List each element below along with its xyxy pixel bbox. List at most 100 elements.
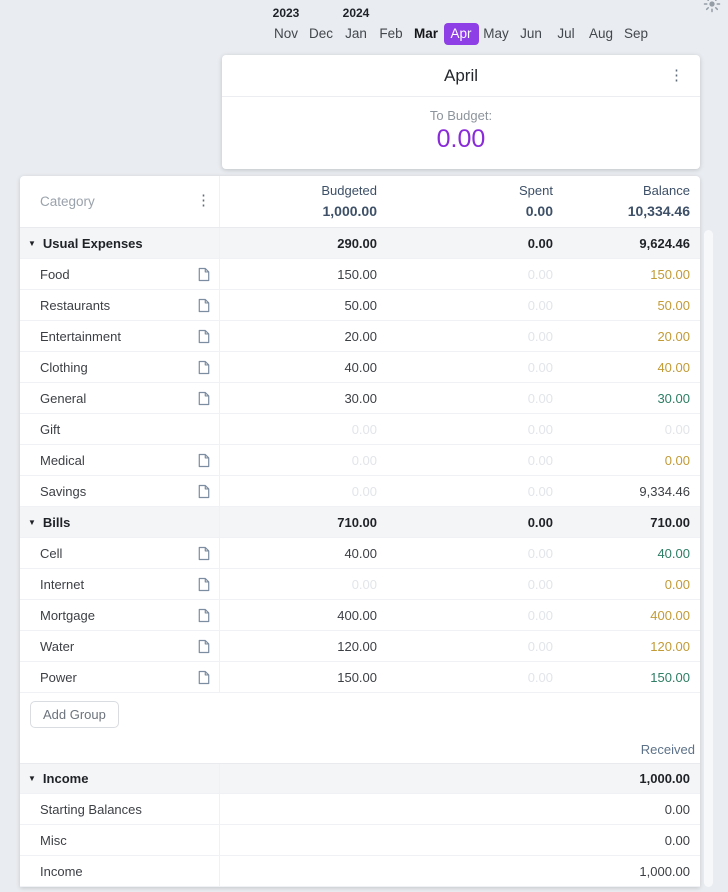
category-name-cell[interactable]: Mortgage [20,600,220,630]
spent-cell[interactable]: 0.00 [527,421,553,437]
add-group-button[interactable]: Add Group [30,700,119,728]
spent-column-header[interactable]: Spent 0.00 [519,182,553,219]
category-row-starting-balances[interactable]: Starting Balances 0.00 [20,794,700,825]
category-name-cell[interactable]: Food [20,259,220,289]
category-name-cell[interactable]: Internet [20,569,220,599]
spent-cell[interactable]: 0.00 [527,297,553,313]
category-name-cell[interactable]: Income [20,856,220,886]
category-name-cell[interactable]: Medical [20,445,220,475]
note-icon[interactable] [198,608,210,626]
note-icon[interactable] [198,639,210,657]
budgeted-cell[interactable]: 120.00 [337,638,377,654]
balance-cell[interactable]: 40.00 [657,359,690,375]
group-spent-cell[interactable]: 0.00 [527,514,553,530]
budgeted-cell[interactable]: 40.00 [344,545,377,561]
note-icon[interactable] [198,329,210,347]
budgeted-cell[interactable]: 50.00 [344,297,377,313]
month-tab-aug[interactable]: Aug [588,26,614,41]
balance-cell[interactable]: 120.00 [650,638,690,654]
category-name-cell[interactable]: Entertainment [20,321,220,351]
spent-cell[interactable]: 0.00 [527,390,553,406]
category-row-savings[interactable]: Savings 0.00 0.00 9,334.46 [20,476,700,507]
note-icon[interactable] [198,484,210,502]
balance-cell[interactable]: 40.00 [657,545,690,561]
budgeted-cell[interactable]: 20.00 [344,328,377,344]
category-row-cell[interactable]: Cell 40.00 0.00 40.00 [20,538,700,569]
note-icon[interactable] [198,298,210,316]
spent-cell[interactable]: 0.00 [527,669,553,685]
balance-cell[interactable]: 150.00 [650,669,690,685]
category-name-cell[interactable]: Starting Balances [20,794,220,824]
category-name-cell[interactable]: Clothing [20,352,220,382]
received-cell[interactable]: 1,000.00 [639,863,690,879]
category-name-cell[interactable]: Water [20,631,220,661]
category-row-clothing[interactable]: Clothing 40.00 0.00 40.00 [20,352,700,383]
balance-cell[interactable]: 20.00 [657,328,690,344]
month-tab-sep[interactable]: Sep [623,26,649,41]
category-row-power[interactable]: Power 150.00 0.00 150.00 [20,662,700,693]
category-name-cell[interactable]: Restaurants [20,290,220,320]
collapse-triangle-down-icon[interactable]: ▼ [28,238,36,248]
category-row-misc[interactable]: Misc 0.00 [20,825,700,856]
category-name-cell[interactable]: Savings [20,476,220,506]
note-icon[interactable] [198,391,210,409]
budgeted-cell[interactable]: 30.00 [344,390,377,406]
category-name-cell[interactable]: Power [20,662,220,692]
category-name-cell[interactable]: General [20,383,220,413]
to-budget-value[interactable]: 0.00 [436,125,486,153]
theme-toggle-button[interactable] [703,0,721,18]
note-icon[interactable] [198,546,210,564]
spent-cell[interactable]: 0.00 [527,638,553,654]
budgeted-cell[interactable]: 0.00 [351,452,377,468]
collapse-triangle-down-icon[interactable]: ▼ [28,774,36,783]
budgeted-cell[interactable]: 0.00 [351,576,377,592]
spent-cell[interactable]: 0.00 [527,483,553,499]
balance-cell[interactable]: 9,334.46 [639,483,690,499]
category-row-gift[interactable]: Gift 0.00 0.00 0.00 [20,414,700,445]
spent-cell[interactable]: 0.00 [527,576,553,592]
month-tab-jun[interactable]: Jun [520,26,542,41]
received-cell[interactable]: 0.00 [664,801,690,817]
budgeted-cell[interactable]: 150.00 [337,669,377,685]
month-tab-may[interactable]: May [483,26,509,41]
spent-cell[interactable]: 0.00 [527,545,553,561]
month-tab-jan[interactable]: Jan [345,26,367,41]
budgeted-cell[interactable]: 400.00 [337,607,377,623]
category-row-restaurants[interactable]: Restaurants 50.00 0.00 50.00 [20,290,700,321]
spent-cell[interactable]: 0.00 [527,452,553,468]
category-menu-kebab-icon[interactable]: ⋮ [196,192,211,209]
month-tab-jul[interactable]: Jul [557,26,575,41]
note-icon[interactable] [198,360,210,378]
note-icon[interactable] [198,267,210,285]
month-tab-apr[interactable]: Apr [443,23,479,45]
balance-cell[interactable]: 50.00 [657,297,690,313]
category-row-general[interactable]: General 30.00 0.00 30.00 [20,383,700,414]
category-name-cell[interactable]: Misc [20,825,220,855]
group-balance-cell[interactable]: 710.00 [650,514,690,530]
month-tab-dec[interactable]: Dec [308,26,333,41]
month-tab-mar[interactable]: Mar [413,26,438,41]
spent-cell[interactable]: 0.00 [527,607,553,623]
month-tab-nov[interactable]: Nov [273,26,298,41]
budgeted-cell[interactable]: 0.00 [351,483,377,499]
balance-cell[interactable]: 0.00 [664,421,690,437]
budgeted-cell[interactable]: 40.00 [344,359,377,375]
category-row-entertainment[interactable]: Entertainment 20.00 0.00 20.00 [20,321,700,352]
group-row-bills[interactable]: ▼ Bills 710.00 0.00 710.00 [20,507,700,538]
category-row-internet[interactable]: Internet 0.00 0.00 0.00 [20,569,700,600]
group-budgeted-cell[interactable]: 710.00 [337,514,377,530]
balance-column-header[interactable]: Balance 10,334.46 [627,182,690,219]
group-row-income[interactable]: ▼ Income 1,000.00 [20,763,700,794]
category-row-income[interactable]: Income 1,000.00 [20,856,700,887]
category-row-medical[interactable]: Medical 0.00 0.00 0.00 [20,445,700,476]
month-tab-feb[interactable]: Feb [379,26,403,41]
balance-cell[interactable]: 400.00 [650,607,690,623]
spent-cell[interactable]: 0.00 [527,266,553,282]
note-icon[interactable] [198,670,210,688]
category-name-cell[interactable]: Gift [20,414,220,444]
spent-cell[interactable]: 0.00 [527,328,553,344]
balance-cell[interactable]: 0.00 [664,452,690,468]
spent-cell[interactable]: 0.00 [527,359,553,375]
collapse-triangle-down-icon[interactable]: ▼ [28,517,36,527]
scrollbar-thumb[interactable] [704,230,713,887]
